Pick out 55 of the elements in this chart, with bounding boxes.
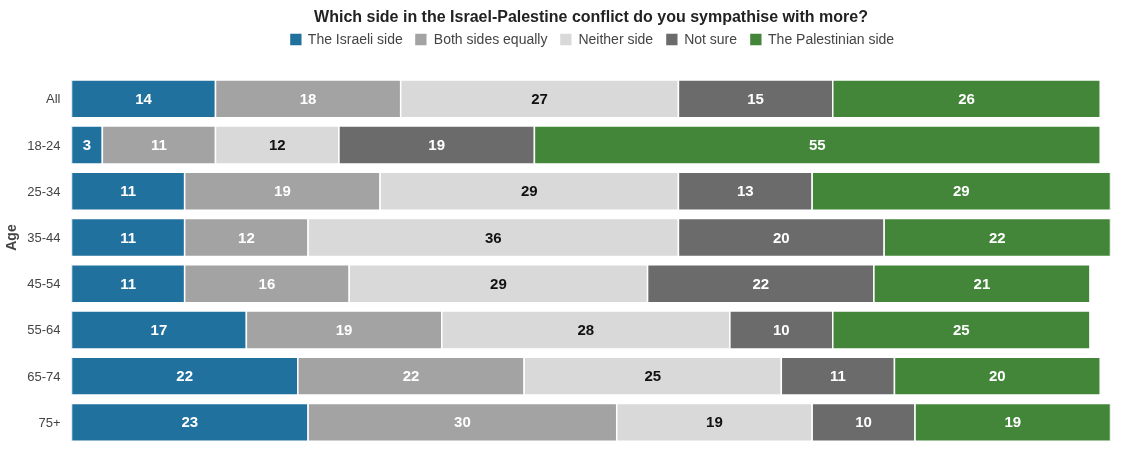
y-axis-title: Age: [3, 224, 20, 251]
data-label: 17: [150, 320, 168, 338]
legend-label: The Israeli side: [307, 31, 403, 47]
data-label: 19: [335, 320, 353, 338]
data-label: 16: [258, 274, 276, 292]
data-label: 11: [120, 274, 137, 292]
data-label: 22: [402, 367, 420, 385]
legend-label: Neither side: [578, 31, 654, 47]
data-label: 10: [772, 320, 790, 338]
data-label: 12: [268, 136, 286, 154]
y-tick-label: 35-44: [27, 230, 61, 245]
data-label: 27: [531, 89, 548, 107]
y-tick-label: 55-64: [27, 322, 61, 338]
data-label: 22: [989, 228, 1006, 246]
data-label: 11: [120, 182, 137, 200]
data-label: 11: [829, 367, 846, 385]
chart-title: Which side in the Israel-Palestine conflict do you sympathise with more?: [314, 7, 868, 25]
data-label: 26: [958, 89, 975, 107]
legend-label: Not sure: [684, 31, 738, 47]
y-tick-label: 18-24: [27, 137, 61, 153]
data-label: 11: [120, 228, 137, 246]
data-label: 29: [520, 182, 538, 200]
data-label: 22: [752, 274, 770, 292]
data-label: 11: [151, 136, 167, 154]
data-label: 28: [577, 320, 595, 338]
data-label: 19: [274, 182, 291, 200]
data-label: 36: [484, 228, 502, 246]
data-label: 15: [747, 89, 764, 107]
data-label: 13: [736, 182, 754, 200]
data-label: 19: [706, 413, 723, 431]
y-tick-label: All: [46, 91, 61, 107]
data-label: 55: [808, 136, 826, 154]
legend-label: Both sides equally: [433, 31, 548, 47]
data-label: 30: [454, 413, 471, 431]
data-label: 20: [772, 228, 790, 246]
data-label: 25: [644, 367, 662, 385]
data-label: 12: [238, 228, 255, 246]
data-label: 29: [490, 274, 507, 292]
data-label: 20: [989, 367, 1006, 385]
y-tick-label: 45-54: [27, 276, 61, 292]
data-label: 29: [952, 182, 970, 200]
y-tick-label: 25-34: [27, 183, 61, 199]
data-label: 19: [1004, 413, 1022, 431]
data-label: 22: [176, 367, 193, 385]
data-label: 3: [82, 136, 92, 154]
data-label: 18: [299, 89, 317, 107]
data-label: 23: [181, 413, 199, 431]
y-tick-label: 65-74: [27, 368, 61, 384]
data-label: 25: [952, 320, 970, 338]
data-label: 14: [135, 89, 153, 107]
y-tick-label: 75+: [38, 414, 61, 430]
data-label: 21: [973, 274, 991, 292]
data-label: 10: [855, 413, 872, 431]
legend-label: The Palestinian side: [768, 31, 895, 47]
data-label: 19: [428, 136, 446, 154]
